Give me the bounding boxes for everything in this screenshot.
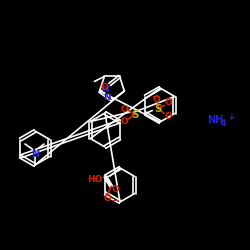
Text: N: N [104,94,111,102]
Text: O: O [152,95,160,104]
Text: 4: 4 [221,118,226,128]
Text: −: − [111,196,118,205]
Text: −: − [151,92,158,102]
Text: HO: HO [87,174,102,184]
Text: S: S [154,104,162,115]
Text: S: S [132,110,139,120]
Text: NH: NH [207,115,223,125]
Text: O: O [164,98,172,107]
Text: O: O [120,116,128,126]
Text: O: O [104,194,111,203]
Text: O: O [120,104,128,114]
Text: O: O [112,185,119,194]
Text: +: + [228,112,235,122]
Text: N: N [101,84,108,94]
Text: O: O [164,112,172,121]
Text: O: O [101,83,108,92]
Text: N: N [31,149,39,159]
